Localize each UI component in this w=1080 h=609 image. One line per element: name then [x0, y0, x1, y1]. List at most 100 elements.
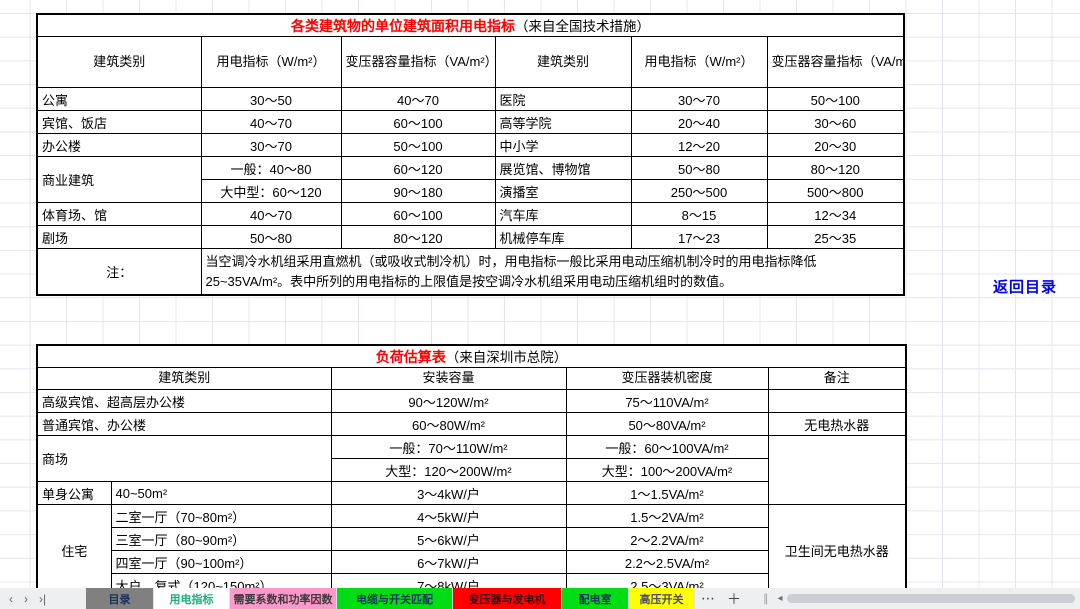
cell-value[interactable]: 50～80VA/m² [565, 412, 769, 436]
cell-value[interactable]: 40～70 [200, 110, 342, 134]
cell-building-type[interactable]: 宾馆、饭店 [36, 110, 202, 134]
cell-value[interactable]: 30～70 [630, 87, 768, 111]
cell-value[interactable]: 60～120 [340, 156, 496, 180]
cell-value[interactable]: 30～60 [766, 110, 905, 134]
cell-value[interactable]: 60～100 [340, 110, 496, 134]
cell-remark[interactable] [767, 435, 907, 505]
cell-building-type[interactable]: 高级宾馆、超高层办公楼 [36, 389, 332, 413]
cell-building-type[interactable]: 医院 [494, 87, 632, 111]
cell-building-type[interactable]: 体育场、馆 [36, 202, 202, 226]
cell-building-type[interactable]: 住宅 [36, 504, 112, 598]
cell-building-type[interactable]: 剧场 [36, 225, 202, 249]
cell-remark[interactable] [767, 389, 907, 413]
note-label-cell[interactable]: 注： [36, 248, 202, 296]
cell-value[interactable]: 6～7kW/户 [330, 550, 567, 574]
header-cell[interactable]: 用电指标（W/m²） [200, 36, 342, 88]
cell-building-type[interactable]: 中小学 [494, 133, 632, 157]
cell-value[interactable]: 大型：100～200VA/m² [565, 458, 769, 482]
cell-building-type[interactable]: 机械停车库 [494, 225, 632, 249]
cell-value[interactable]: 90～120W/m² [330, 389, 567, 413]
cell-value[interactable]: 大型：120～200W/m² [330, 458, 567, 482]
cell-building-type[interactable]: 商场 [36, 435, 332, 482]
sheet-tab-transformer-generator[interactable]: 变压器与发电机 [453, 588, 562, 609]
add-sheet-icon[interactable]: ＋ [727, 590, 741, 607]
cell-value[interactable]: 60～80W/m² [330, 412, 567, 436]
cell-value[interactable]: 20～40 [630, 110, 768, 134]
header-cell[interactable]: 备注 [767, 367, 907, 390]
cell-remark[interactable]: 卫生间无电热水器 [767, 504, 907, 598]
cell-building-type[interactable]: 高等学院 [494, 110, 632, 134]
cell-subtype[interactable]: 三室一厅（80~90m²） [110, 527, 332, 551]
cell-value[interactable]: 75～110VA/m² [565, 389, 769, 413]
cell-value[interactable]: 大中型：60～120 [200, 179, 342, 203]
header-cell[interactable]: 建筑类别 [36, 36, 202, 88]
table2-title-cell[interactable]: 负荷估算表（来自深圳市总院） [36, 344, 907, 368]
cell-building-type[interactable]: 公寓 [36, 87, 202, 111]
cell-value[interactable]: 90～180 [340, 179, 496, 203]
scrollbar-left-arrow-icon[interactable]: ◂ [777, 593, 783, 604]
cell-value[interactable]: 一般：60～100VA/m² [565, 435, 769, 459]
cell-value[interactable]: 25～35 [766, 225, 905, 249]
cell-value[interactable]: 250～500 [630, 179, 768, 203]
cell-building-type[interactable]: 汽车库 [494, 202, 632, 226]
cell-value[interactable]: 30～70 [200, 133, 342, 157]
tab-nav-next-icon[interactable]: › [24, 591, 28, 606]
cell-building-type[interactable]: 单身公寓 [36, 481, 112, 505]
cell-value[interactable]: 40～70 [200, 202, 342, 226]
header-cell[interactable]: 变压器装机密度 [565, 367, 769, 390]
cell-building-type[interactable]: 商业建筑 [36, 156, 202, 203]
cell-value[interactable]: 500～800 [766, 179, 905, 203]
cell-value[interactable]: 12～34 [766, 202, 905, 226]
table1-title-cell[interactable]: 各类建筑物的单位建筑面积用电指标（来自全国技术措施） [36, 13, 905, 37]
note-text-cell[interactable]: 当空调冷水机组采用直燃机（或吸收式制冷机）时，用电指标一般比采用电动压缩机制冷时… [200, 248, 905, 296]
sheet-tab-cable-switch[interactable]: 电缆与开关匹配 [337, 588, 453, 609]
header-cell[interactable]: 用电指标（W/m²） [630, 36, 768, 88]
cell-building-type[interactable]: 演播室 [494, 179, 632, 203]
back-to-toc-link[interactable]: 返回目录 [993, 279, 1058, 296]
cell-value[interactable]: 50～80 [200, 225, 342, 249]
header-cell[interactable]: 建筑类别 [36, 367, 332, 390]
cell-value[interactable]: 一般：40～80 [200, 156, 342, 180]
cell-value[interactable]: 8～15 [630, 202, 768, 226]
cell-value[interactable]: 3～4kW/户 [330, 481, 567, 505]
cell-remark[interactable]: 无电热水器 [767, 412, 907, 436]
tab-more-icon[interactable]: ⋯ [701, 590, 715, 606]
cell-building-type[interactable]: 展览馆、博物馆 [494, 156, 632, 180]
sheet-tab-demand-factor[interactable]: 需要系数和功率因数 [230, 588, 337, 609]
cell-subtype[interactable]: 二室一厅（70~80m²） [110, 504, 332, 528]
header-cell[interactable]: 变压器容量指标（VA/m²） [340, 36, 496, 88]
cell-value[interactable]: 60～100 [340, 202, 496, 226]
cell-value[interactable]: 50～100 [340, 133, 496, 157]
header-cell[interactable]: 建筑类别 [494, 36, 632, 88]
cell-subtype[interactable]: 40~50m² [110, 481, 332, 505]
sheet-tab-hv-switch[interactable]: 高压开关 [629, 588, 695, 609]
cell-value[interactable]: 20～30 [766, 133, 905, 157]
cell-value[interactable]: 4～5kW/户 [330, 504, 567, 528]
horizontal-scrollbar-thumb[interactable] [787, 594, 1075, 603]
tab-nav-prev-icon[interactable]: ‹ [9, 591, 13, 606]
cell-value[interactable]: 12～20 [630, 133, 768, 157]
cell-building-type[interactable]: 办公楼 [36, 133, 202, 157]
cell-value[interactable]: 2.2～2.5VA/m² [565, 550, 769, 574]
cell-value[interactable]: 40～70 [340, 87, 496, 111]
cell-value[interactable]: 1.5～2VA/m² [565, 504, 769, 528]
cell-subtype[interactable]: 四室一厅（90~100m²） [110, 550, 332, 574]
cell-value[interactable]: 17～23 [630, 225, 768, 249]
cell-value[interactable]: 2～2.2VA/m² [565, 527, 769, 551]
header-cell[interactable]: 安装容量 [330, 367, 567, 390]
cell-value[interactable]: 一般：70～110W/m² [330, 435, 567, 459]
cell-value[interactable]: 5～6kW/户 [330, 527, 567, 551]
cell-value[interactable]: 1～1.5VA/m² [565, 481, 769, 505]
sheet-tab-catalog[interactable]: 目录 [86, 588, 154, 609]
cell-building-type[interactable]: 普通宾馆、办公楼 [36, 412, 332, 436]
cell-value[interactable]: 80～120 [766, 156, 905, 180]
cell-value[interactable]: 50～100 [766, 87, 905, 111]
header-cell[interactable]: 变压器容量指标（VA/m²） [766, 36, 905, 88]
sheet-tab-power-indicator[interactable]: 用电指标 [154, 588, 230, 609]
tab-nav-last-icon[interactable]: ›| [39, 591, 47, 606]
cell-value[interactable]: 50～80 [630, 156, 768, 180]
cell-value[interactable]: 80～120 [340, 225, 496, 249]
cell-value[interactable]: 30～50 [200, 87, 342, 111]
splitter-icon[interactable]: ∥ [763, 593, 769, 605]
sheet-tab-distribution-room[interactable]: 配电室 [562, 588, 629, 609]
